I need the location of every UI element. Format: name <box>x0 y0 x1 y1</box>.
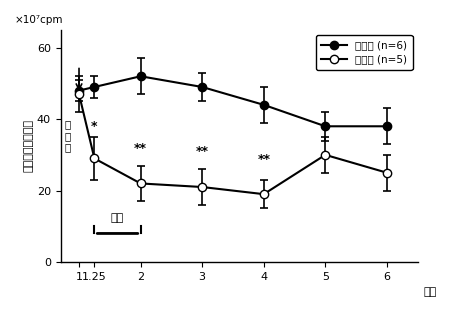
Text: ×10⁷cpm: ×10⁷cpm <box>14 15 63 25</box>
Text: 大
腸
菌: 大 腸 菌 <box>64 119 71 152</box>
Text: **: ** <box>195 146 208 158</box>
Text: **: ** <box>257 152 270 166</box>
Text: 日齢: 日齢 <box>423 287 436 297</box>
Text: **: ** <box>134 142 147 155</box>
Text: 下痢: 下痢 <box>110 213 124 223</box>
Legend: 対照群 (n=6), 投与群 (n=5): 対照群 (n=6), 投与群 (n=5) <box>315 35 412 69</box>
Y-axis label: 好中球化学発光能: 好中球化学発光能 <box>24 120 34 172</box>
Text: *: * <box>91 121 97 133</box>
